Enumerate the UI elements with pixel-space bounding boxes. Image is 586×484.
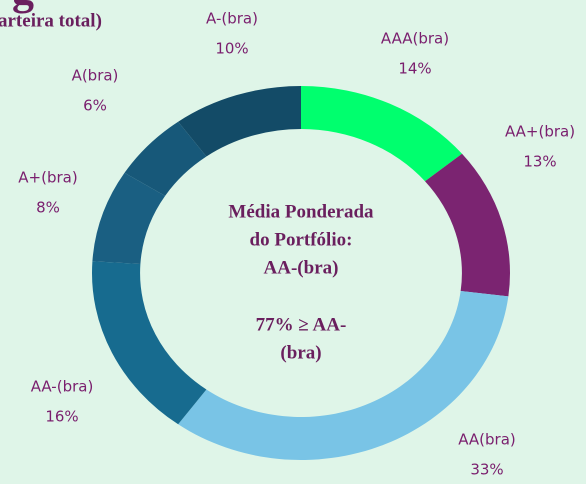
- category-label: AA(bra): [458, 431, 516, 449]
- category-label: A(bra): [72, 67, 119, 85]
- donut-segment: [178, 86, 301, 157]
- value-label: 16%: [45, 408, 78, 426]
- category-label: AA+(bra): [505, 123, 575, 141]
- donut-segment: [178, 291, 509, 460]
- center-text: AA-(bra): [264, 257, 339, 278]
- chart-title: g: [12, 0, 34, 14]
- center-text: do Portfólio:: [250, 229, 353, 250]
- category-label: A+(bra): [18, 169, 77, 187]
- value-label: 8%: [36, 199, 60, 217]
- donut-segment: [124, 121, 207, 196]
- center-text: Média Ponderada: [228, 201, 374, 222]
- value-label: 10%: [215, 40, 248, 58]
- category-label: AAA(bra): [381, 30, 449, 48]
- donut-segment: [92, 172, 166, 264]
- center-text: (bra): [280, 342, 321, 363]
- center-text: 77% ≥ AA-: [256, 314, 347, 335]
- value-label: 14%: [398, 60, 431, 78]
- category-label: AA-(bra): [31, 378, 94, 396]
- value-label: 13%: [523, 153, 556, 171]
- donut-segment: [301, 86, 463, 182]
- donut-segment: [424, 153, 510, 297]
- value-label: 33%: [470, 461, 503, 479]
- category-label: A-(bra): [206, 10, 258, 28]
- value-label: 6%: [83, 97, 107, 115]
- donut-segment: [92, 261, 207, 425]
- chart-subtitle: arteira total): [0, 10, 102, 31]
